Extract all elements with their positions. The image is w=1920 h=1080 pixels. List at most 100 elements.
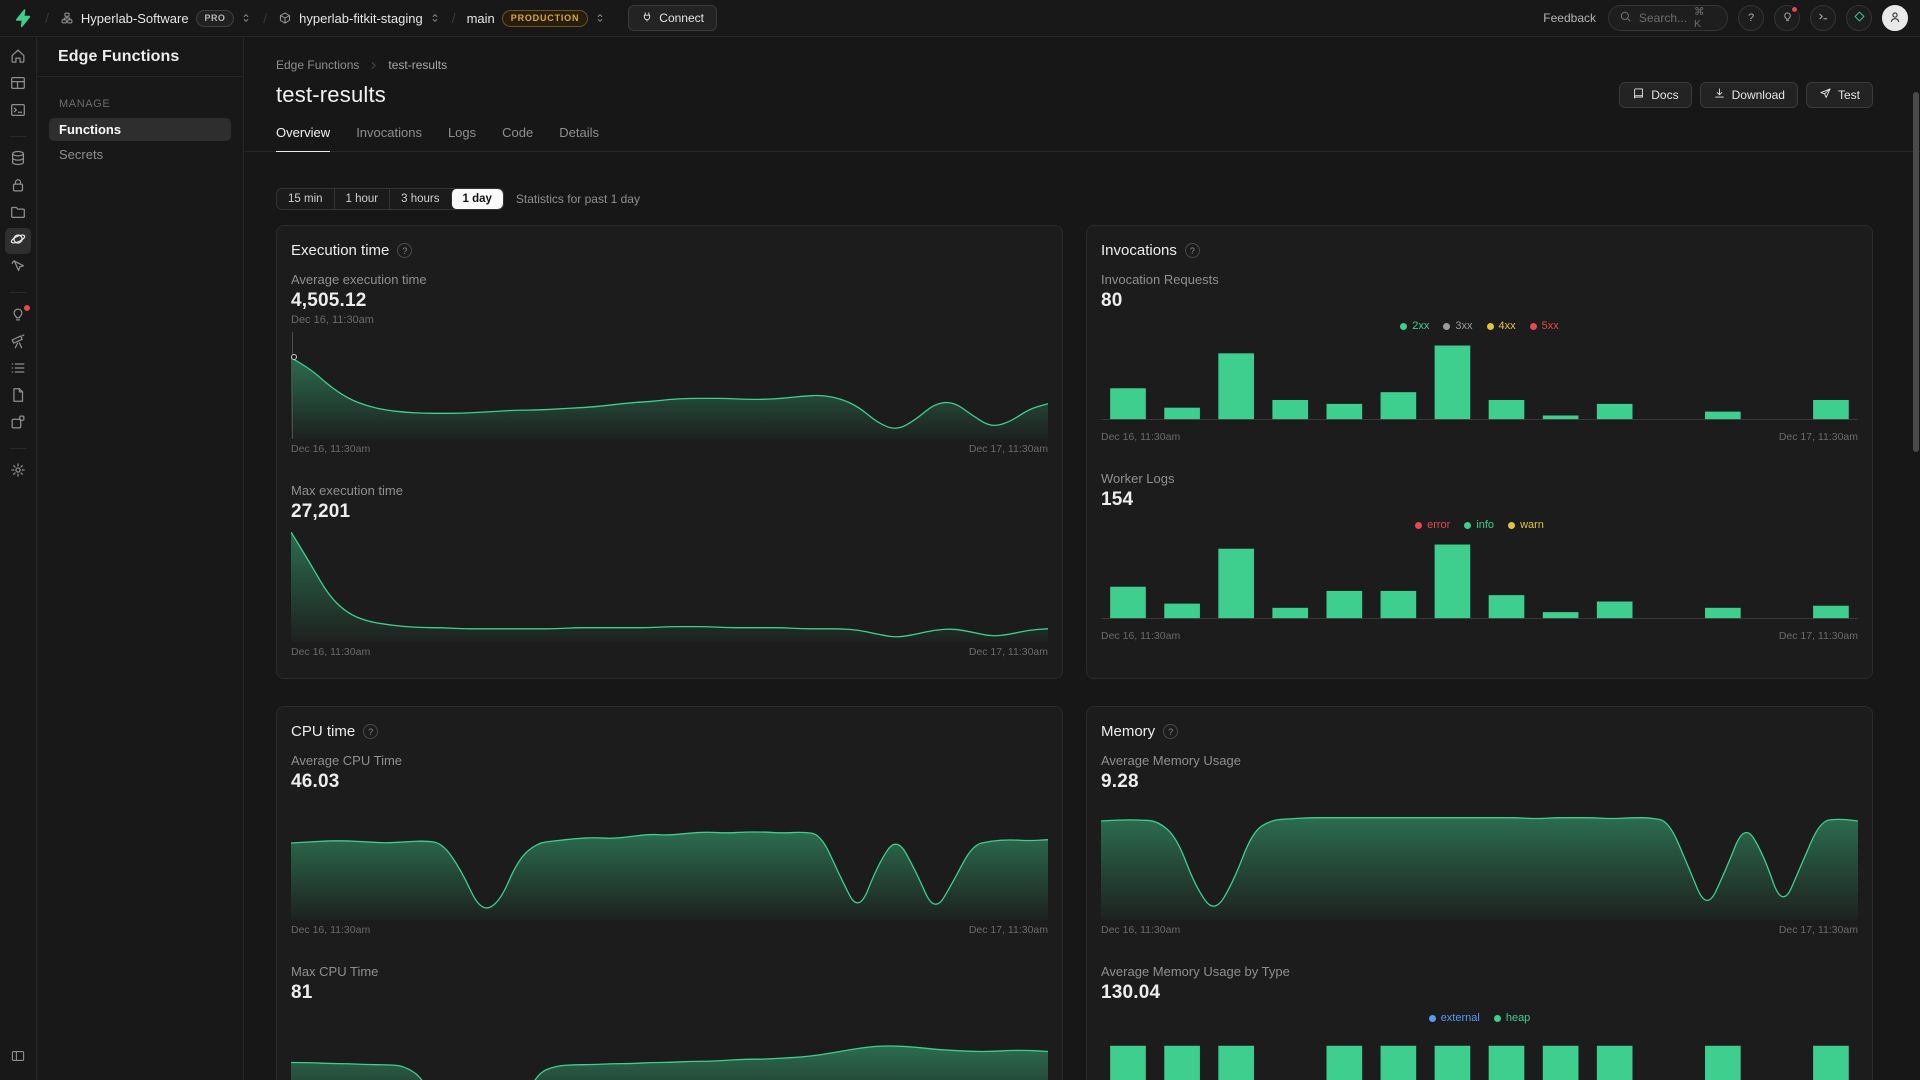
icon-rail (0, 37, 37, 1080)
stat-label: Average Memory Usage by Type (1101, 964, 1290, 979)
legend-item-3xx[interactable]: 3xx (1443, 320, 1473, 332)
connect-plug-icon (641, 11, 653, 26)
x-axis: Dec 16, 11:30am Dec 17, 11:30am (1101, 630, 1858, 642)
execution-time-card: Execution time Average execution time 4,… (276, 225, 1063, 679)
sql-terminal-icon (9, 101, 27, 124)
stat-label: Average Memory Usage (1101, 753, 1241, 768)
notifications-button[interactable] (1774, 5, 1800, 31)
legend-dot-icon (1493, 1014, 1501, 1022)
org-switcher[interactable]: Hyperlab-Software PRO (60, 9, 252, 27)
blocks-icon (9, 413, 27, 436)
feedback-button[interactable]: Feedback (1543, 11, 1596, 25)
docs-button[interactable]: Docs (1619, 82, 1692, 108)
sidebar-toggle-button[interactable] (5, 1045, 31, 1071)
help-button[interactable]: ? (1738, 5, 1764, 31)
stat-hover-timestamp: Dec 16, 11:30am (291, 314, 374, 326)
edge-functions-sidebar: Edge Functions MANAGE Functions Secrets (37, 37, 244, 1080)
separator: / (263, 10, 268, 26)
legend-item-info[interactable]: info (1464, 519, 1494, 531)
help-icon[interactable] (1163, 724, 1179, 739)
tab-logs[interactable]: Logs (447, 125, 477, 140)
tab-overview[interactable]: Overview (276, 125, 331, 152)
legend-item-external[interactable]: external (1428, 1012, 1480, 1024)
logs-list-icon (9, 359, 27, 382)
user-icon (1888, 10, 1902, 27)
breadcrumb-test-results[interactable]: test-results (388, 58, 448, 72)
statistics-note: Statistics for past 1 day (515, 192, 640, 206)
rail-item-edge-functions[interactable] (5, 228, 31, 254)
avg-memory-usage-by-type-chart[interactable] (1101, 1045, 1858, 1080)
legend-item-warn[interactable]: warn (1508, 519, 1544, 531)
search-input[interactable]: Search... ⌘ K (1608, 5, 1728, 31)
separator: / (45, 10, 49, 26)
rail-item-sql-editor[interactable] (5, 99, 31, 125)
vertical-scrollbar[interactable] (1913, 92, 1919, 452)
legend-dot-icon (1443, 322, 1451, 330)
rail-item-integrations[interactable] (5, 411, 31, 437)
rail-item-advisors[interactable] (5, 303, 31, 329)
x-axis: Dec 16, 11:30am Dec 17, 11:30am (291, 646, 1048, 658)
time-range-1day[interactable]: 1 day (450, 189, 503, 209)
rail-item-realtime[interactable] (5, 255, 31, 281)
branch-switcher[interactable]: main PRODUCTION (467, 9, 607, 27)
supabase-logo-icon[interactable] (12, 8, 32, 28)
project-switcher[interactable]: hyperlab-fitkit-staging (278, 11, 441, 26)
test-button[interactable]: Test (1805, 82, 1873, 108)
time-range-15min[interactable]: 15 min (277, 189, 334, 209)
download-button[interactable]: Download (1699, 82, 1798, 108)
card-title-cpu-time: CPU time (291, 723, 356, 740)
help-icon[interactable] (1184, 243, 1200, 258)
worker-logs-chart[interactable] (1101, 544, 1858, 619)
memory-type-legend: external heap (1101, 1012, 1858, 1024)
page-title: test-results (276, 82, 386, 107)
legend-item-5xx[interactable]: 5xx (1529, 320, 1559, 332)
rail-item-home[interactable] (5, 45, 31, 71)
breadcrumb-edge-functions[interactable]: Edge Functions (276, 58, 360, 72)
rail-item-api-docs[interactable] (5, 384, 31, 410)
sidebar-item-secrets[interactable]: Secrets (59, 147, 104, 162)
connect-button[interactable]: Connect (628, 5, 717, 31)
avg-execution-time-chart[interactable] (291, 332, 1048, 439)
avg-memory-usage-chart[interactable] (1101, 810, 1858, 920)
legend-item-error[interactable]: error (1415, 519, 1450, 531)
sidebar-item-functions[interactable]: Functions (49, 118, 231, 141)
legend-dot-icon (1508, 521, 1516, 529)
folder-icon (9, 203, 27, 226)
legend-item-heap[interactable]: heap (1493, 1012, 1530, 1024)
chevrons-select-icon (240, 12, 252, 24)
rail-divider (9, 292, 27, 293)
sidebar-title: Edge Functions (37, 37, 243, 77)
rail-item-storage[interactable] (5, 201, 31, 227)
separator: / (451, 10, 456, 26)
legend-item-4xx[interactable]: 4xx (1486, 320, 1516, 332)
max-cpu-time-chart[interactable] (291, 1013, 1048, 1080)
sidebar-section-label: MANAGE (59, 98, 111, 110)
legend-item-2xx[interactable]: 2xx (1400, 320, 1429, 332)
tab-invocations[interactable]: Invocations (356, 125, 422, 140)
rail-item-authentication[interactable] (5, 174, 31, 200)
project-name: hyperlab-fitkit-staging (299, 10, 423, 26)
avg-cpu-time-chart[interactable] (291, 810, 1048, 920)
rail-item-project-settings[interactable] (5, 459, 31, 485)
x-axis: Dec 16, 11:30am Dec 17, 11:30am (291, 924, 1048, 936)
user-avatar[interactable] (1882, 5, 1908, 31)
time-range-1hour[interactable]: 1 hour (333, 189, 390, 209)
legend-dot-icon (1464, 521, 1472, 529)
max-execution-time-chart[interactable] (291, 532, 1048, 642)
tab-details[interactable]: Details (559, 125, 599, 140)
invocation-requests-chart[interactable] (1101, 345, 1858, 420)
stat-label: Max execution time (291, 483, 403, 498)
rail-item-database[interactable] (5, 147, 31, 173)
command-menu-button[interactable] (1810, 5, 1836, 31)
rail-item-logs[interactable] (5, 357, 31, 383)
memory-card: Memory Average Memory Usage 9.28 Dec 16,… (1086, 706, 1873, 1080)
stat-value-avg-memory-usage: 9.28 (1101, 771, 1139, 792)
help-icon[interactable] (363, 724, 379, 739)
time-range-3hours[interactable]: 3 hours (389, 189, 450, 209)
rail-item-table-editor[interactable] (5, 72, 31, 98)
rail-item-reports[interactable] (5, 330, 31, 356)
legend-dot-icon (1428, 1014, 1436, 1022)
tab-code[interactable]: Code (502, 125, 534, 140)
assistant-button[interactable] (1846, 5, 1872, 31)
help-icon[interactable] (397, 243, 413, 258)
